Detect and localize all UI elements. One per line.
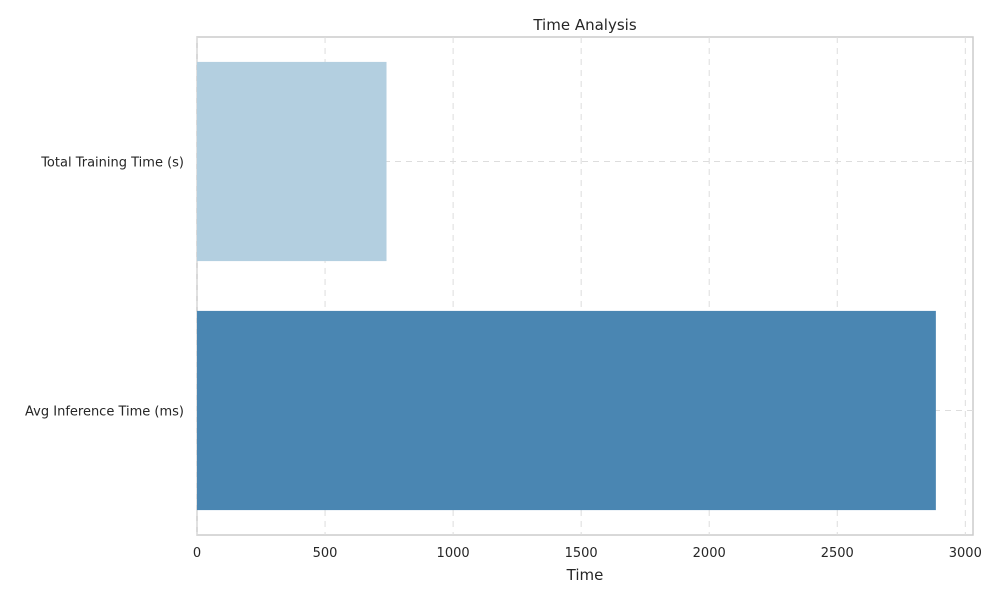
x-tick-label: 1500 [565,546,598,561]
bar [197,310,936,511]
y-tick-label: Avg Inference Time (ms) [25,405,184,420]
x-tick-label: 1000 [437,546,470,561]
x-axis-label: Time [566,566,604,584]
bar [197,61,387,262]
x-tick-label: 500 [313,546,338,561]
y-axis-ticks: Total Training Time (s) Avg Inference Tim… [25,156,184,420]
x-tick-label: 0 [193,546,201,561]
x-tick-label: 3000 [949,546,982,561]
y-tick-label: Total Training Time (s) [40,156,184,171]
x-axis-ticks: 0 500 1000 1500 2000 2500 3000 [193,546,982,561]
bars [197,61,936,511]
x-tick-label: 2500 [821,546,854,561]
chart-title: Time Analysis [532,16,636,34]
x-tick-label: 2000 [693,546,726,561]
